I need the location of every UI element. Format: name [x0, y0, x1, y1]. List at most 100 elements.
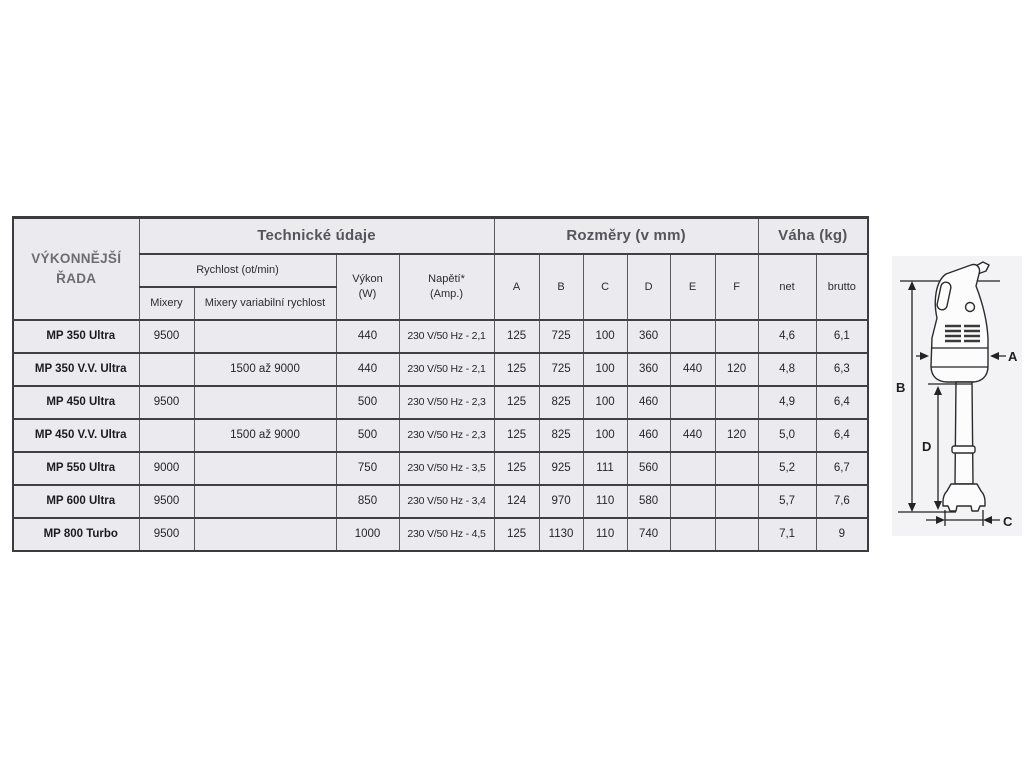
- data-cell: 6,4: [815, 384, 869, 419]
- data-cell: 6,3: [815, 351, 869, 386]
- group-header-weight: Váha (kg): [757, 216, 869, 254]
- data-cell: [193, 318, 336, 353]
- arrowhead-right: [920, 352, 929, 360]
- data-cell: 100: [582, 417, 628, 452]
- data-cell: 7,1: [757, 516, 817, 551]
- data-cell: 750: [335, 450, 399, 485]
- header-row-groups: VÝKONNĚJŠÍ ŘADA Technické údaje Rozměry …: [12, 216, 869, 320]
- header-weight-brutto: brutto: [815, 252, 869, 320]
- data-cell: [669, 516, 716, 551]
- header-dim-a: A: [493, 252, 540, 320]
- header-dim-b: B: [538, 252, 584, 320]
- data-cell: 970: [538, 483, 584, 518]
- data-cell: 9500: [138, 318, 194, 353]
- power-button: [964, 301, 976, 313]
- corner-header: VÝKONNĚJŠÍ ŘADA: [12, 216, 139, 320]
- data-cell: 5,7: [757, 483, 817, 518]
- data-cell: 1130: [538, 516, 584, 551]
- data-cell: 440: [335, 318, 399, 353]
- data-cell: [193, 384, 336, 419]
- data-cell: 230 V/50 Hz - 3,5: [398, 450, 495, 485]
- data-cell: 360: [626, 318, 671, 353]
- data-cell: [193, 483, 336, 518]
- data-cell: 111: [582, 450, 628, 485]
- header-weight-net: net: [757, 252, 817, 320]
- data-cell: 230 V/50 Hz - 3,4: [398, 483, 495, 518]
- shaft-collar: [951, 445, 976, 454]
- header-power: Výkon (W): [335, 252, 399, 320]
- table-row: MP 450 V.V. Ultra 1500 až 9000 500 230 V…: [12, 417, 869, 452]
- data-cell: 360: [626, 351, 671, 386]
- data-cell: [669, 450, 716, 485]
- data-cell: 125: [493, 351, 540, 386]
- vent-grille: [945, 324, 980, 343]
- model-name: MP 350 V.V. Ultra: [12, 351, 139, 386]
- data-cell: 4,8: [757, 351, 817, 386]
- dimension-label-a: A: [1008, 349, 1018, 364]
- arrowhead-right: [936, 516, 945, 524]
- dimension-label-d: D: [922, 439, 931, 454]
- table-row: MP 450 Ultra 9500 500 230 V/50 Hz - 2,3 …: [12, 384, 869, 419]
- data-cell: 7,6: [815, 483, 869, 518]
- data-cell: 6,4: [815, 417, 869, 452]
- coupling-bands: [931, 347, 988, 368]
- table-row: MP 800 Turbo 9500 1000 230 V/50 Hz - 4,5…: [12, 516, 869, 551]
- model-name: MP 550 Ultra: [12, 450, 139, 485]
- data-cell: [193, 516, 336, 551]
- data-cell: 110: [582, 483, 628, 518]
- data-cell: 120: [714, 417, 759, 452]
- data-cell: 230 V/50 Hz - 2,1: [398, 351, 495, 386]
- header-speed: Rychlost (ot/min): [138, 252, 336, 287]
- data-cell: 230 V/50 Hz - 4,5: [398, 516, 495, 551]
- dimension-ticks-c: [944, 510, 984, 526]
- data-cell: 100: [582, 351, 628, 386]
- blade-bell: [942, 483, 986, 512]
- data-cell: 125: [493, 384, 540, 419]
- data-cell: [193, 450, 336, 485]
- group-header-dimensions: Rozměry (v mm): [493, 216, 759, 254]
- data-cell: 440: [335, 351, 399, 386]
- data-cell: 1500 až 9000: [193, 351, 336, 386]
- model-name: MP 450 Ultra: [12, 384, 139, 419]
- dimension-label-c: C: [1003, 514, 1013, 529]
- data-cell: [714, 318, 759, 353]
- data-cell: 460: [626, 384, 671, 419]
- table-row: MP 350 V.V. Ultra 1500 až 9000 440 230 V…: [12, 351, 869, 386]
- data-cell: 580: [626, 483, 671, 518]
- data-cell: [138, 417, 194, 452]
- data-cell: 725: [538, 351, 584, 386]
- data-cell: 230 V/50 Hz - 2,1: [398, 318, 495, 353]
- data-cell: [714, 450, 759, 485]
- data-cell: 9500: [138, 384, 194, 419]
- product-dimension-diagram: B A: [892, 256, 1022, 536]
- header-dim-c: C: [582, 252, 628, 320]
- data-cell: [138, 351, 194, 386]
- data-cell: 440: [669, 417, 716, 452]
- model-name: MP 800 Turbo: [12, 516, 139, 551]
- data-cell: 9000: [138, 450, 194, 485]
- data-cell: 5,0: [757, 417, 817, 452]
- header-mixery: Mixery: [138, 285, 194, 320]
- data-cell: 110: [582, 516, 628, 551]
- arrowhead-left: [983, 516, 992, 524]
- data-cell: 125: [493, 450, 540, 485]
- arrowhead-down: [908, 503, 916, 512]
- data-cell: 120: [714, 351, 759, 386]
- header-dim-d: D: [626, 252, 671, 320]
- data-cell: 825: [538, 417, 584, 452]
- model-name: MP 600 Ultra: [12, 483, 139, 518]
- data-cell: [714, 483, 759, 518]
- table-row: MP 600 Ultra 9500 850 230 V/50 Hz - 3,4 …: [12, 483, 869, 518]
- dimension-label-b: B: [896, 380, 905, 395]
- data-cell: 230 V/50 Hz - 2,3: [398, 417, 495, 452]
- data-cell: 5,2: [757, 450, 817, 485]
- data-cell: 125: [493, 318, 540, 353]
- arrowhead-up: [908, 281, 916, 290]
- data-cell: 825: [538, 384, 584, 419]
- data-cell: 124: [493, 483, 540, 518]
- header-row-sub2: Mixery Mixery variabilní rychlost: [13, 285, 868, 320]
- data-cell: 125: [493, 417, 540, 452]
- data-cell: 500: [335, 384, 399, 419]
- data-cell: 100: [582, 384, 628, 419]
